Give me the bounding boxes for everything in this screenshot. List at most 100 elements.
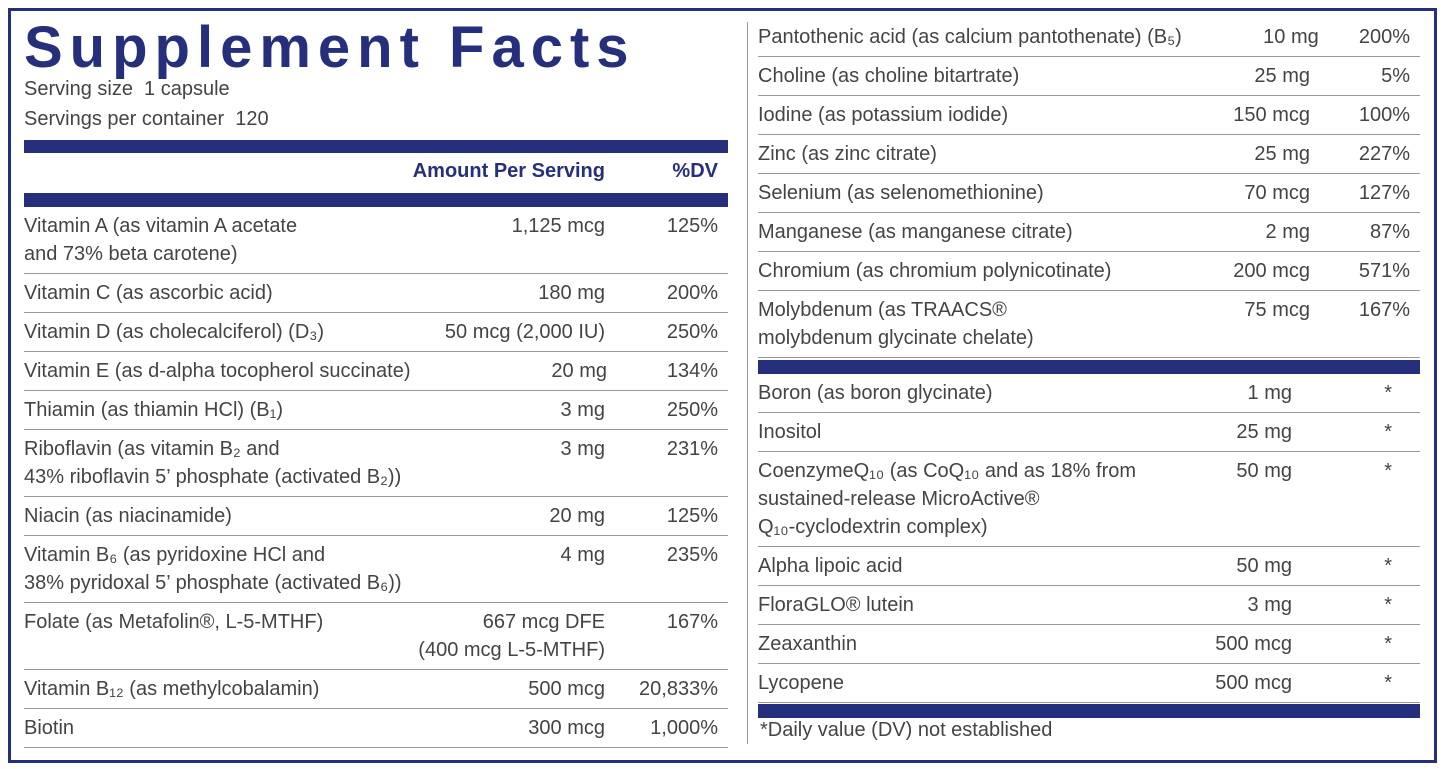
amount-line: 150 mcg (1233, 104, 1310, 126)
amount-line: 25 mg (1254, 65, 1310, 87)
rule (24, 140, 728, 153)
nutrient-name: Alpha lipoic acid (758, 552, 1142, 580)
nutrient-row: Folate (as Metafolin®, L-5-MTHF) 667 mcg … (24, 603, 728, 670)
nutrient-row: Alpha lipoic acid 50 mg * (758, 547, 1420, 586)
amount: 500 mcg (405, 675, 605, 703)
daily-value: 231% (666, 438, 718, 460)
title: Supplement Facts (24, 15, 636, 80)
daily-value: * (1384, 460, 1392, 482)
amount: 20 mg (411, 357, 607, 385)
nutrient-row: Vitamin E (as d-alpha tocopherol succina… (24, 352, 728, 391)
amount-line: 70 mcg (1244, 182, 1310, 204)
nutrient-name: Folate (as Metafolin®, L-5-MTHF) (24, 608, 405, 664)
amount: 200 mcg (1160, 257, 1310, 285)
nutrient-name: Inositol (758, 418, 1142, 446)
amount: 500 mcg (1142, 669, 1292, 697)
nutrient-row: Molybdenum (as TRAACS® molybdenum glycina… (758, 291, 1420, 358)
daily-value: 1,000% (650, 717, 718, 739)
daily-value: * (1384, 672, 1392, 694)
nutrient-row: Zeaxanthin 500 mcg * (758, 625, 1420, 664)
nutrient-name: Vitamin B₆ (as pyridoxine HCl and 38% pyr… (24, 541, 405, 597)
nutrient-row: Niacin (as niacinamide) 20 mg 125% (24, 497, 728, 536)
nutrient-name: Vitamin A (as vitamin A acetate and 73% b… (24, 212, 405, 268)
name-line: Boron (as boron glycinate) (758, 382, 993, 404)
daily-value: 5% (1381, 65, 1410, 87)
amount-line: 75 mcg (1244, 299, 1310, 321)
amount: 667 mcg DFE (400 mcg L-5-MTHF) (405, 608, 605, 664)
nutrient-name: Choline (as choline bitartrate) (758, 62, 1160, 90)
nutrient-row: Boron (as boron glycinate) 1 mg * (758, 374, 1420, 413)
nutrient-row: Vitamin C (as ascorbic acid) 180 mg 200% (24, 274, 728, 313)
daily-value: 125% (666, 505, 718, 527)
nutrient-name: Lycopene (758, 669, 1142, 697)
name-line: FloraGLO® lutein (758, 594, 914, 616)
amount: 50 mg (1142, 552, 1292, 580)
daily-value: 571% (1358, 260, 1410, 282)
amount-line: 50 mcg (2,000 IU) (444, 321, 605, 343)
amount: 70 mcg (1160, 179, 1310, 207)
nutrient-name: Riboflavin (as vitamin B₂ and 43% ribofla… (24, 435, 405, 491)
nutrient-name: Molybdenum (as TRAACS® molybdenum glycina… (758, 296, 1160, 352)
nutrient-name: Vitamin D (as cholecalciferol) (D₃) (24, 318, 405, 346)
name-line: Riboflavin (as vitamin B₂ and (24, 438, 280, 460)
amount-line: 180 mg (538, 282, 605, 304)
daily-value: * (1384, 382, 1392, 404)
amount: 50 mcg (2,000 IU) (405, 318, 605, 346)
name-line: and 73% beta carotene) (24, 243, 238, 265)
amount: 300 mcg (405, 714, 605, 742)
daily-value: 200% (666, 282, 718, 304)
daily-value: 235% (666, 544, 718, 566)
amount-line: 25 mg (1254, 143, 1310, 165)
amount: 1 mg (1142, 379, 1292, 407)
name-line: molybdenum glycinate chelate) (758, 327, 1034, 349)
amount-line: 200 mcg (1233, 260, 1310, 282)
nutrient-row: Pantothenic acid (as calcium pantothenat… (758, 18, 1420, 57)
nutrient-name: Boron (as boron glycinate) (758, 379, 1142, 407)
rule (758, 704, 1420, 718)
amount-line: 2 mg (1265, 221, 1310, 243)
amount: 500 mcg (1142, 630, 1292, 658)
name-line: Lycopene (758, 672, 844, 694)
name-line: Inositol (758, 421, 822, 443)
servings-per-container: Servings per container 120 (24, 108, 269, 130)
nutrient-name: Thiamin (as thiamin HCl) (B₁) (24, 396, 405, 424)
amount: 10 mg (1182, 23, 1319, 51)
nutrient-row: FloraGLO® lutein 3 mg * (758, 586, 1420, 625)
nutrient-name: Zinc (as zinc citrate) (758, 140, 1160, 168)
rule (24, 193, 728, 207)
rule (758, 360, 1420, 374)
nutrient-name: CoenzymeQ₁₀ (as CoQ₁₀ and as 18% from sus… (758, 457, 1142, 541)
column-header: Amount Per Serving (412, 160, 605, 182)
nutrient-row: Selenium (as selenomethionine) 70 mcg 127% (758, 174, 1420, 213)
nutrient-row: Inositol 25 mg * (758, 413, 1420, 452)
amount-line: 20 mg (549, 505, 605, 527)
nutrient-row: Chromium (as chromium polynicotinate) 200… (758, 252, 1420, 291)
amount-line: 20 mg (551, 360, 607, 382)
column-divider (747, 22, 748, 744)
daily-value: * (1384, 555, 1392, 577)
nutrient-row: Riboflavin (as vitamin B₂ and 43% ribofla… (24, 430, 728, 497)
amount: 25 mg (1142, 418, 1292, 446)
nutrient-name: FloraGLO® lutein (758, 591, 1142, 619)
amount: 25 mg (1160, 140, 1310, 168)
daily-value: 227% (1358, 143, 1410, 165)
name-line: Molybdenum (as TRAACS® (758, 299, 1007, 321)
right-table: Pantothenic acid (as calcium pantothenat… (758, 18, 1420, 358)
amount-line: 500 mcg (1215, 672, 1292, 694)
daily-value: * (1384, 421, 1392, 443)
name-line: Vitamin D (as cholecalciferol) (D₃) (24, 321, 325, 343)
daily-value: 127% (1358, 182, 1410, 204)
amount-line: 10 mg (1263, 26, 1319, 48)
name-line: Pantothenic acid (as calcium pantothenat… (758, 26, 1182, 48)
daily-value: * (1384, 594, 1392, 616)
amount-line: 500 mcg (1215, 633, 1292, 655)
amount: 50 mg (1142, 457, 1292, 541)
amount-line: 667 mcg DFE (482, 611, 605, 633)
amount-line: 3 mg (560, 399, 605, 421)
nutrient-name: Manganese (as manganese citrate) (758, 218, 1160, 246)
nutrient-name: Zeaxanthin (758, 630, 1142, 658)
name-line: Folate (as Metafolin®, L-5-MTHF) (24, 611, 324, 633)
nutrient-name: Selenium (as selenomethionine) (758, 179, 1160, 207)
daily-value: * (1384, 633, 1392, 655)
